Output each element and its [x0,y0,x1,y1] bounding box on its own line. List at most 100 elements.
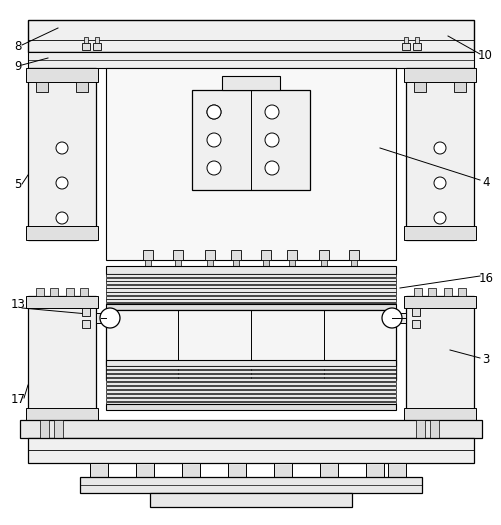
Bar [318,250,328,260]
Bar [204,250,214,260]
Bar [76,82,88,92]
Bar [106,68,395,260]
Bar [429,420,438,438]
Text: 5: 5 [15,178,22,192]
Bar [403,37,407,43]
Bar [287,250,297,260]
Bar [50,288,58,296]
Bar [221,76,280,90]
Bar [322,477,334,485]
Bar [106,398,395,402]
Bar [28,52,473,68]
Bar [163,68,173,260]
Bar [415,420,424,438]
Bar [390,477,402,485]
Bar [411,320,419,328]
Bar [106,288,395,291]
Bar [106,299,395,302]
Bar [185,477,196,485]
Bar [106,296,395,299]
Bar [106,382,395,385]
Circle shape [265,133,279,147]
Bar [145,260,151,266]
Bar [232,260,238,266]
Bar [230,250,240,260]
Bar [28,438,473,463]
Bar [206,260,212,266]
Bar [106,303,395,306]
Bar [106,278,395,281]
Bar [106,304,395,310]
Bar [350,260,356,266]
Bar [403,408,475,420]
Bar [457,288,465,296]
Bar [453,82,465,92]
Text: 10: 10 [476,48,491,61]
Bar [66,288,74,296]
Bar [356,68,366,260]
Bar [173,250,183,260]
Bar [289,260,295,266]
Bar [96,313,106,323]
Bar [368,477,380,485]
Circle shape [56,142,68,154]
Bar [413,82,425,92]
Bar [84,37,88,43]
Bar [106,292,395,295]
Bar [106,266,395,274]
Bar [319,463,337,477]
Bar [106,281,395,285]
Bar [135,68,145,260]
Bar [36,82,48,92]
Bar [427,288,435,296]
Bar [106,360,395,366]
Circle shape [265,105,279,119]
Bar [95,37,99,43]
Circle shape [433,212,445,224]
Text: 9: 9 [14,59,22,72]
Bar [395,313,405,323]
Bar [26,408,98,420]
Text: 4: 4 [481,175,489,188]
Bar [191,90,310,190]
Bar [28,68,96,240]
Bar [106,366,395,370]
Circle shape [206,105,220,119]
Bar [150,493,351,507]
Bar [348,250,358,260]
Circle shape [433,142,445,154]
Bar [136,463,154,477]
Bar [106,406,395,410]
Bar [274,463,292,477]
Bar [106,285,395,288]
Text: 16: 16 [477,271,492,285]
Bar [106,374,395,377]
Bar [54,420,63,438]
Text: 3: 3 [481,353,488,366]
Bar [414,37,418,43]
Bar [139,477,151,485]
Bar [261,250,271,260]
Bar [28,20,473,52]
Bar [443,288,451,296]
Bar [82,320,90,328]
Circle shape [433,177,445,189]
Circle shape [56,177,68,189]
Bar [403,68,475,82]
Bar [182,463,199,477]
Bar [412,43,420,50]
Bar [82,308,90,316]
Bar [106,390,395,394]
Bar [411,308,419,316]
Bar [106,274,395,277]
Text: 17: 17 [11,394,26,406]
Bar [36,288,44,296]
Bar [106,307,395,310]
Bar [20,420,481,438]
Bar [320,260,326,266]
Bar [365,463,383,477]
Text: 13: 13 [11,299,26,311]
Circle shape [100,308,120,328]
Bar [106,386,395,390]
Bar [387,463,405,477]
